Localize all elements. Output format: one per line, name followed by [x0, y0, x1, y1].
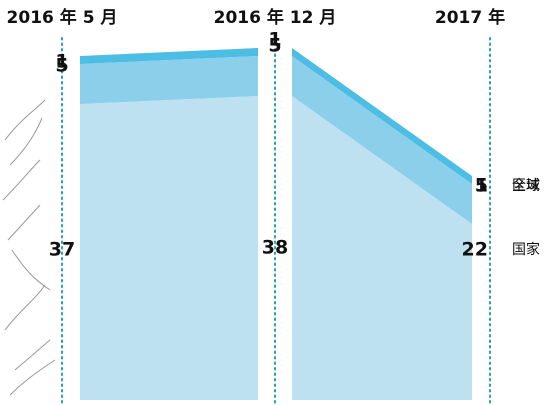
legend-label: 区域	[512, 178, 540, 194]
category-label: 2017 年	[435, 7, 505, 28]
value-label: 22	[462, 239, 488, 261]
decoration	[2, 99, 56, 396]
area-segment	[80, 56, 258, 104]
area-segment	[292, 48, 472, 184]
area-segment	[80, 48, 258, 64]
category-label: 2016 年 12 月	[214, 7, 337, 28]
value-label: 38	[262, 237, 288, 259]
value-label: 1	[475, 175, 488, 197]
legend-label: 全球	[512, 177, 540, 194]
value-label: 5	[475, 175, 488, 197]
area-segment	[292, 56, 472, 224]
value-label: 5	[268, 35, 281, 57]
legend-label: 国家	[512, 241, 540, 258]
value-label: 5	[55, 55, 68, 77]
area-segment	[80, 96, 258, 400]
value-label: 1	[268, 29, 281, 51]
area-segment	[292, 96, 472, 400]
value-label: 37	[49, 239, 75, 261]
value-label: 1	[55, 51, 68, 73]
category-label: 2016 年 5 月	[7, 7, 118, 28]
